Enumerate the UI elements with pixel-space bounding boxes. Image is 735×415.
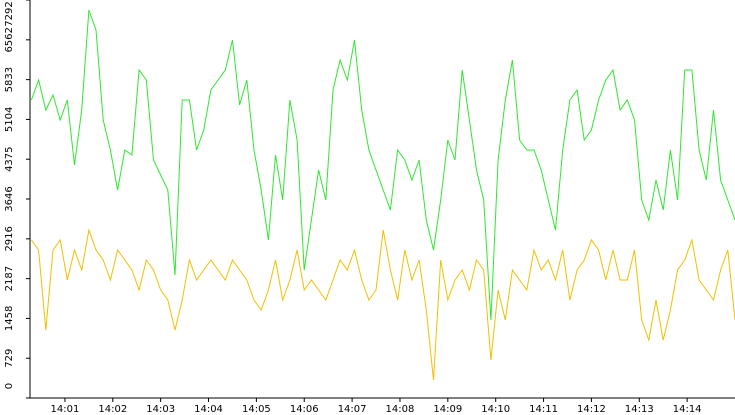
y-tick-label: 3646 xyxy=(4,186,15,211)
y-tick-label: 5833 xyxy=(4,67,15,92)
x-tick-label: 14:14 xyxy=(673,404,702,415)
y-tick-label: 7292 xyxy=(4,1,15,26)
series-line xyxy=(30,228,735,381)
y-tick-label: 2916 xyxy=(4,226,15,251)
x-tick-label: 14:09 xyxy=(433,404,462,415)
x-tick-label: 14:01 xyxy=(51,404,80,415)
y-tick-label: 4375 xyxy=(4,146,15,171)
x-tick-label: 14:02 xyxy=(98,404,127,415)
x-tick-label: 14:04 xyxy=(194,404,223,415)
y-tick-label: 5104 xyxy=(4,107,15,132)
x-tick-label: 14:08 xyxy=(386,404,415,415)
y-tick-label: 2187 xyxy=(4,266,15,291)
y-tick-label: 0 xyxy=(4,383,15,389)
y-tick-label: 729 xyxy=(4,349,15,368)
x-tick-label: 14:03 xyxy=(146,404,175,415)
x-tick-label: 14:12 xyxy=(577,404,606,415)
x-tick-label: 14:11 xyxy=(529,404,558,415)
x-tick-label: 14:06 xyxy=(290,404,319,415)
y-tick-label: 6562 xyxy=(4,27,15,52)
x-tick-label: 14:05 xyxy=(242,404,271,415)
x-tick-label: 14:13 xyxy=(625,404,654,415)
x-tick-label: 14:10 xyxy=(481,404,510,415)
series-line xyxy=(30,9,735,321)
y-tick-label: 1458 xyxy=(4,306,15,331)
x-tick-label: 14:07 xyxy=(338,404,367,415)
